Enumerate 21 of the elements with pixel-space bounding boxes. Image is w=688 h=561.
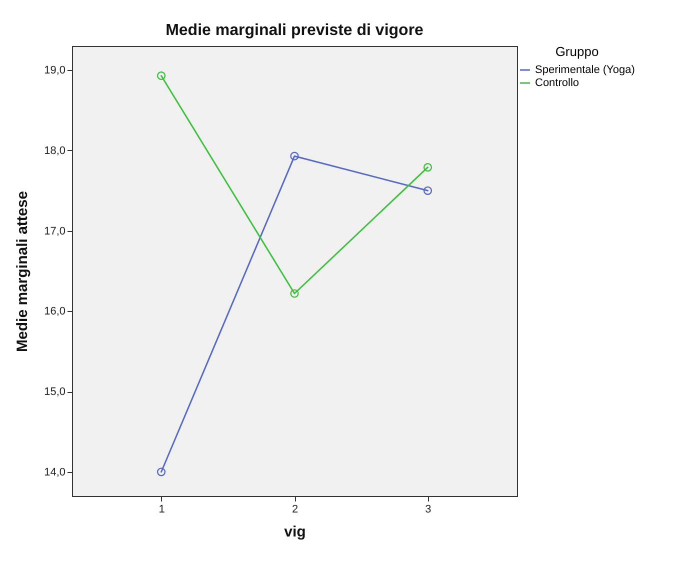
- legend-label: Sperimentale (Yoga): [535, 64, 635, 76]
- point: [156, 468, 166, 476]
- point: [290, 152, 299, 160]
- legend-title: Gruppo: [555, 44, 599, 59]
- x-tick-label: 3: [425, 504, 432, 516]
- y-tick-label: 14,0: [44, 466, 66, 478]
- y-tick-label: 17,0: [44, 225, 66, 238]
- y-tick-label: 16,0: [44, 306, 66, 318]
- chart-title: Medie marginali previste di vigore: [166, 22, 424, 39]
- x-tick-label: 1: [158, 504, 165, 516]
- y-tick-label: 15,0: [44, 386, 66, 398]
- point: [156, 71, 166, 80]
- y-tick-label: 19,0: [44, 64, 66, 77]
- x-axis-title: vig: [284, 524, 306, 540]
- point: [423, 163, 432, 172]
- x-tick-label: 2: [292, 504, 298, 516]
- y-axis-title: Medie marginali attese: [14, 191, 32, 352]
- y-tick-label: 18,0: [44, 144, 66, 157]
- point: [423, 186, 432, 195]
- point: [290, 289, 299, 298]
- legend-label: Controllo: [535, 77, 580, 89]
